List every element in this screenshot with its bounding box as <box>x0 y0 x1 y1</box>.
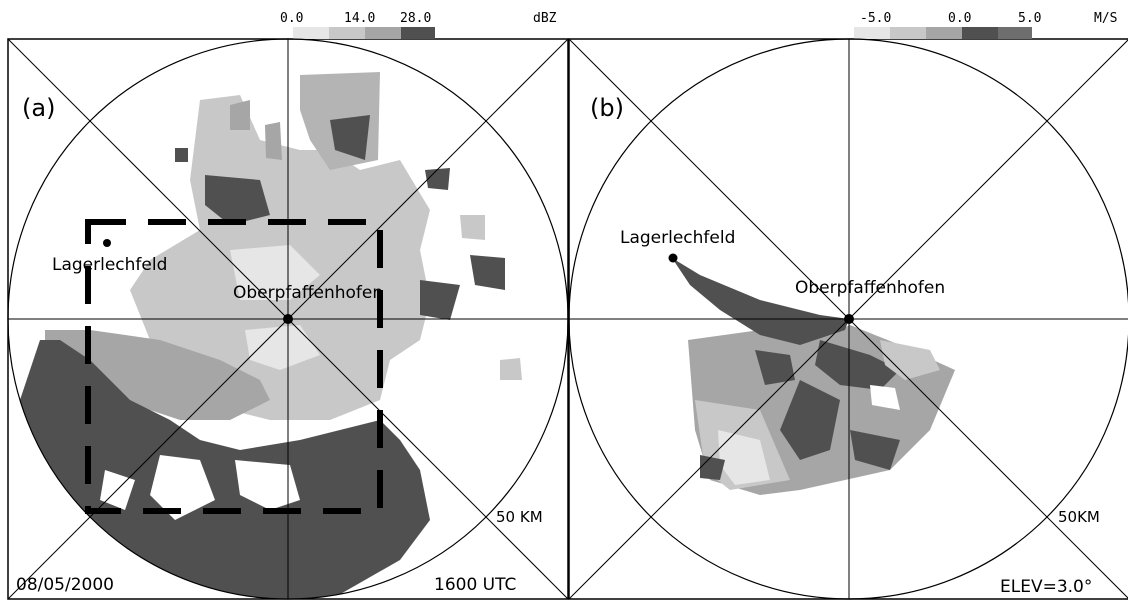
colorbar-b-swatch-3 <box>926 27 962 39</box>
panel-a-lagerlechfeld-marker <box>103 239 111 247</box>
panel-b-elevation: ELEV=3.0° <box>1000 577 1092 597</box>
panel-a-station-secondary: Lagerlechfeld <box>52 255 167 275</box>
colorbar-b-swatch-2 <box>890 27 926 39</box>
panel-a-time: 1600 UTC <box>434 575 516 595</box>
colorbar-a-swatch-3 <box>365 27 401 39</box>
panel-b-range-label: 50KM <box>1058 508 1100 526</box>
panel-a-dashed-box <box>85 219 383 514</box>
colorbar-b-unit: M/S <box>1094 11 1117 26</box>
panel-b: -5.0 0.0 5.0 M/S Oberpfaff <box>568 11 1128 600</box>
colorbar-a-tick-0: 0.0 <box>280 11 303 26</box>
colorbar-b-swatch-5 <box>998 27 1032 39</box>
panel-a-date: 08/05/2000 <box>16 575 114 595</box>
panel-b-label: (b) <box>590 94 624 122</box>
colorbar-a-unit: dBZ <box>533 11 557 26</box>
panel-a-radar-site-marker <box>283 314 293 324</box>
colorbar-b-tick-2: 5.0 <box>1018 11 1041 26</box>
colorbar-a-swatch-1 <box>293 27 329 39</box>
colorbar-b-tick-1: 0.0 <box>948 11 971 26</box>
panel-b-lagerlechfeld-marker <box>668 253 678 263</box>
panel-b-radar-site-marker <box>844 314 854 324</box>
panel-b-station-main: Oberpfaffenhofen <box>795 278 945 298</box>
panel-b-echoes <box>672 258 955 495</box>
panel-a-echoes <box>20 72 522 599</box>
panel-b-station-secondary: Lagerlechfeld <box>620 228 735 248</box>
colorbar-b-tick-0: -5.0 <box>860 11 891 26</box>
colorbar-a-tick-2: 28.0 <box>400 11 431 26</box>
panel-b-colorbar: -5.0 0.0 5.0 M/S <box>854 11 1117 39</box>
panel-a-range-label: 50 KM <box>496 508 543 526</box>
panel-a-label: (a) <box>22 94 55 122</box>
colorbar-a-tick-1: 14.0 <box>344 11 375 26</box>
panel-a-colorbar: 0.0 14.0 28.0 dBZ <box>280 11 557 39</box>
colorbar-b-swatch-4 <box>962 27 998 39</box>
colorbar-a-swatch-2 <box>329 27 365 39</box>
panel-a: 0.0 14.0 28.0 dBZ <box>7 11 569 600</box>
panel-a-station-main: Oberpfaffenhofen <box>233 283 383 303</box>
colorbar-a-swatch-4 <box>401 27 435 39</box>
colorbar-b-swatch-1 <box>854 27 890 39</box>
